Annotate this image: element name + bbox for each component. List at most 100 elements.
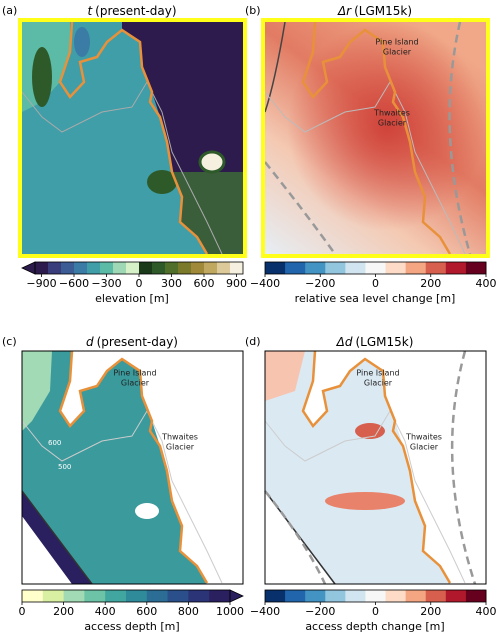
- map-annotation: Glacier: [410, 443, 439, 452]
- colorbar-tick-label: 800: [178, 605, 199, 618]
- map-annotation: Glacier: [166, 443, 195, 452]
- contour-label: 600: [48, 439, 61, 447]
- colorbar-label: relative sea level change [m]: [295, 292, 456, 305]
- colorbar-tick-label: 400: [95, 605, 116, 618]
- colorbar-segment: [152, 262, 166, 274]
- panel-label: (a): [2, 4, 17, 17]
- colorbar-segment: [126, 590, 148, 602]
- map-b: [261, 18, 490, 258]
- colorbar-tick-label: −300: [91, 277, 121, 290]
- colorbar-segment: [265, 262, 286, 274]
- panel-label: (b): [245, 4, 261, 17]
- title-symbol: d: [86, 335, 94, 349]
- colorbar-tick-label: −600: [59, 277, 89, 290]
- colorbar-segment: [61, 262, 75, 274]
- colorbar-segment: [365, 262, 387, 274]
- colorbar-segment: [74, 262, 88, 274]
- map-d: [264, 349, 487, 585]
- colorbar-segment: [345, 262, 366, 274]
- title-text: (LGM15k): [354, 4, 412, 18]
- colorbar-frame: [21, 589, 231, 603]
- colorbar-segment: [84, 590, 106, 602]
- panel-label: (d): [245, 335, 261, 348]
- colorbar-segment: [465, 262, 487, 274]
- colorbar-tick-label: −200: [305, 277, 335, 290]
- map-annotation: Thwaites: [405, 433, 442, 442]
- title-symbol: Δd: [336, 335, 353, 349]
- title-text: (LGM15k): [355, 335, 413, 349]
- colorbar-tick-label: −400: [250, 605, 280, 618]
- colorbar-tick-label: 600: [136, 605, 157, 618]
- colorbar-segment: [325, 590, 346, 602]
- colorbar-segment: [425, 262, 447, 274]
- colorbar-segment: [191, 262, 205, 274]
- map-annotation: Thwaites: [373, 109, 410, 118]
- colorbar-tick-label: 200: [53, 605, 74, 618]
- colorbar-tick-label: 900: [226, 277, 247, 290]
- title-symbol: t: [87, 4, 93, 18]
- colorbar-segment: [425, 590, 447, 602]
- colorbar-tick-label: 300: [161, 277, 182, 290]
- colorbar-segment: [113, 262, 127, 274]
- colorbar-segment: [188, 590, 210, 602]
- panel-label: (c): [2, 335, 17, 348]
- map-annotation: Thwaites: [161, 433, 198, 442]
- colorbar-segment: [146, 590, 169, 602]
- colorbar-label: access depth change [m]: [305, 620, 444, 633]
- colorbar-segment: [87, 262, 101, 274]
- colorbar-tick-label: −900: [26, 277, 56, 290]
- colorbar-tick-label: 0: [136, 277, 143, 290]
- map-annotation: Glacier: [378, 119, 407, 128]
- map-annotation: Glacier: [364, 379, 393, 388]
- map-a: [18, 18, 247, 258]
- colorbar-segment: [48, 262, 62, 274]
- colorbar-label: elevation [m]: [95, 292, 169, 305]
- colorbar-tick-label: 0: [372, 277, 379, 290]
- colorbar-tick-label: 200: [420, 605, 441, 618]
- colorbar-segment: [204, 262, 218, 274]
- panel-title: Δd (LGM15k): [336, 335, 414, 349]
- colorbar-segment: [63, 590, 85, 602]
- colorbar-segment: [230, 262, 244, 274]
- colorbar-label: access depth [m]: [84, 620, 179, 633]
- contour-label: 500: [58, 463, 71, 471]
- colorbar-tick-label: −200: [305, 605, 335, 618]
- colorbar-segment: [305, 590, 326, 602]
- colorbar-tick-label: 400: [476, 277, 497, 290]
- title-symbol: Δr: [337, 4, 352, 18]
- panel-title: d (present-day): [86, 335, 178, 349]
- colorbar-segment: [209, 590, 231, 602]
- colorbar-segment: [165, 262, 179, 274]
- colorbar-tick-label: 400: [476, 605, 497, 618]
- title-text: (present-day): [95, 4, 176, 18]
- colorbar-segment: [217, 262, 231, 274]
- colorbar-segment: [126, 262, 140, 274]
- panel-title: t (present-day): [87, 4, 176, 18]
- title-text: (present-day): [97, 335, 178, 349]
- colorbar-segment: [285, 262, 306, 274]
- colorbar-extend: [229, 589, 244, 603]
- map-c: [21, 349, 244, 585]
- colorbar-segment: [285, 590, 306, 602]
- colorbar-segment: [167, 590, 189, 602]
- map-annotation: Pine Island: [375, 38, 418, 47]
- colorbar-extend: [21, 261, 36, 275]
- colorbar-segment: [325, 262, 346, 274]
- colorbar-segment: [22, 590, 44, 602]
- colorbar-segment: [405, 262, 427, 274]
- colorbar-segment: [100, 262, 114, 274]
- colorbar-segment: [42, 590, 65, 602]
- colorbar-segment: [365, 590, 387, 602]
- colorbar-segment: [178, 262, 192, 274]
- map-annotation: Glacier: [383, 48, 412, 57]
- colorbar-segment: [385, 262, 407, 274]
- panel-title: Δr (LGM15k): [337, 4, 412, 18]
- map-annotation: Pine Island: [356, 369, 399, 378]
- colorbar-segment: [445, 590, 467, 602]
- colorbar-segment: [265, 590, 286, 602]
- colorbar-segment: [445, 262, 467, 274]
- colorbar-segment: [465, 590, 487, 602]
- colorbar-tick-label: 200: [420, 277, 441, 290]
- colorbar-segment: [305, 262, 326, 274]
